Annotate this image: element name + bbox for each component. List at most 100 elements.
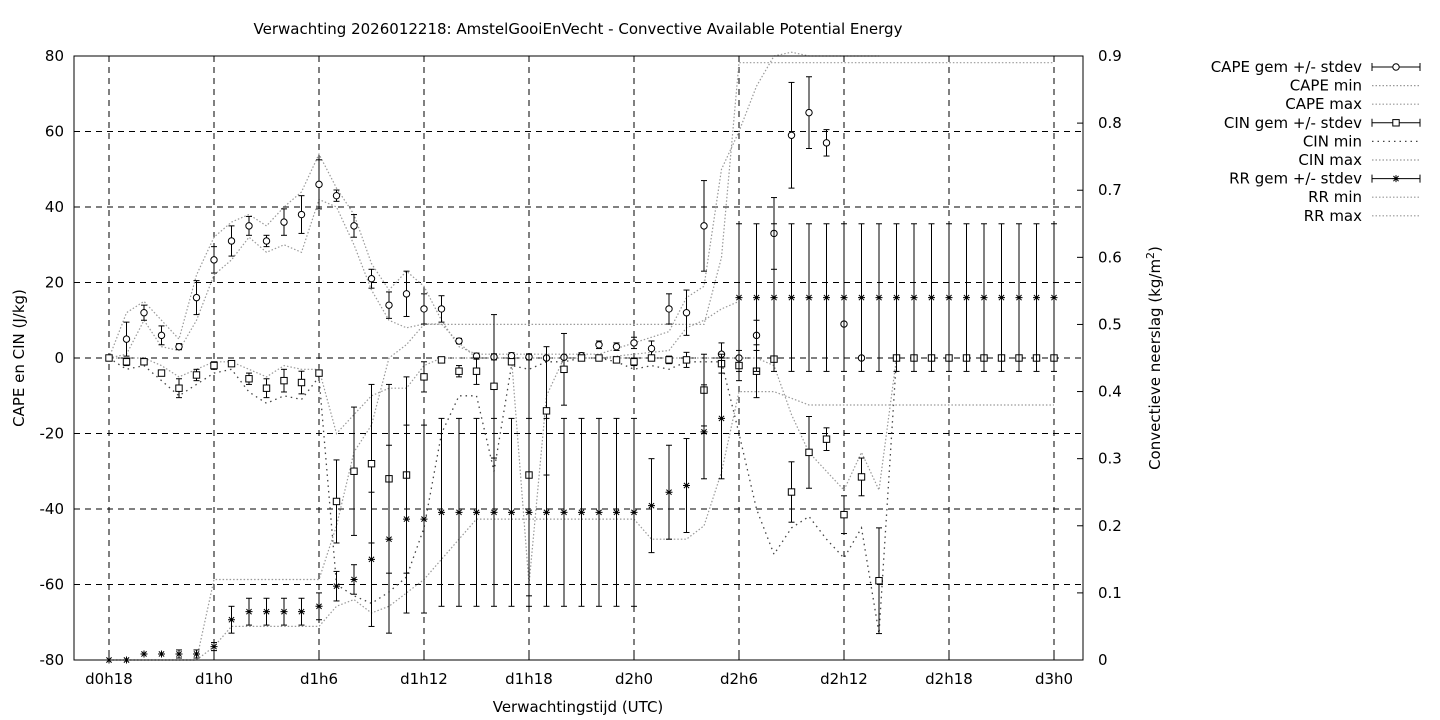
- data-point-circle: [350, 222, 358, 230]
- y2-tick-label: 0.4: [1098, 383, 1122, 401]
- data-point-circle: [787, 131, 796, 139]
- data-point-square: [122, 358, 131, 366]
- data-point-star: [613, 508, 620, 516]
- data-point-square: [367, 460, 376, 468]
- data-point-circle: [192, 293, 201, 302]
- data-point-star: [788, 294, 795, 302]
- y2-tick-label: 0.3: [1098, 450, 1122, 468]
- data-point-star: [525, 508, 533, 516]
- data-point-square: [507, 358, 516, 366]
- series-line: [109, 357, 898, 585]
- data-point-star: [350, 575, 358, 583]
- data-point-star: [823, 294, 830, 302]
- data-point-circle: [122, 335, 131, 343]
- x-axis-label: Verwachtingstijd (UTC): [493, 698, 664, 716]
- y-tick-label: -80: [40, 651, 65, 669]
- x-tick-label: d1h6: [300, 670, 338, 688]
- legend-label: RR max: [1304, 207, 1362, 225]
- x-tick-label: d2h18: [925, 670, 973, 688]
- series-errorbars: [105, 314, 1058, 635]
- data-point-star: [245, 608, 253, 616]
- data-point-circle: [805, 108, 813, 117]
- data-point-square: [840, 510, 848, 519]
- data-point-square: [280, 376, 288, 385]
- data-point-star: [368, 555, 375, 563]
- data-point-circle: [682, 309, 691, 317]
- x-tick-label: d1h0: [195, 670, 233, 688]
- data-point-circle: [437, 305, 446, 313]
- data-point-square: [630, 358, 638, 366]
- data-point-circle: [385, 301, 393, 309]
- data-point-square: [577, 354, 586, 362]
- data-point-square: [157, 369, 166, 377]
- data-point-star: [945, 294, 953, 302]
- x-tick-label: d2h6: [720, 670, 758, 688]
- data-point-star: [858, 294, 865, 302]
- data-point-star: [893, 294, 900, 302]
- data-point-square: [472, 367, 481, 375]
- y-tick-label: 60: [45, 123, 64, 141]
- data-point-square: [490, 382, 498, 391]
- x-tick-label: d2h0: [615, 670, 653, 688]
- data-point-circle: [700, 222, 708, 230]
- chart-title: Verwachting 2026012218: AmstelGooiEnVech…: [254, 20, 903, 38]
- data-point-star: [508, 508, 515, 516]
- data-point-square: [542, 407, 551, 415]
- data-point-circle: [262, 237, 271, 245]
- data-point-circle: [1392, 63, 1400, 71]
- series-errorbars: [105, 223, 1058, 664]
- y-tick-label: -40: [40, 500, 65, 518]
- data-point-star: [700, 428, 708, 436]
- data-point-square: [857, 473, 866, 481]
- data-point-star: [228, 616, 235, 624]
- x-tick-label: d1h18: [505, 670, 553, 688]
- data-point-circle: [595, 341, 603, 349]
- data-point-square: [140, 358, 148, 366]
- data-point-star: [753, 294, 760, 302]
- data-point-square: [192, 371, 201, 379]
- data-point-circle: [332, 191, 341, 200]
- data-point-circle: [175, 342, 183, 351]
- data-point-square: [262, 384, 271, 392]
- data-point-star: [718, 414, 725, 422]
- y2-tick-label: 0: [1098, 651, 1108, 669]
- data-point-square: [595, 354, 603, 362]
- data-point-star: [158, 650, 165, 658]
- data-point-square: [175, 384, 183, 392]
- data-point-star: [473, 508, 480, 516]
- data-point-star: [140, 650, 148, 658]
- data-point-star: [963, 294, 970, 302]
- y-tick-label: 40: [45, 198, 64, 216]
- y2-axis-label-sup: 2: [1144, 252, 1157, 259]
- data-point-circle: [647, 344, 656, 353]
- data-point-circle: [245, 222, 253, 230]
- data-point-square: [227, 359, 236, 368]
- series-line: [108, 357, 898, 634]
- legend-label: RR gem +/- stdev: [1229, 170, 1362, 188]
- y-tick-label: 0: [54, 349, 64, 367]
- data-point-star: [840, 294, 848, 302]
- legend-label: CAPE max: [1285, 95, 1362, 113]
- data-point-square: [665, 356, 673, 364]
- data-point-star: [455, 508, 463, 516]
- y2-tick-label: 0.5: [1098, 315, 1122, 333]
- data-point-square: [822, 435, 831, 443]
- data-point-circle: [822, 139, 831, 147]
- data-point-circle: [280, 218, 288, 226]
- x-tick-label: d3h0: [1035, 670, 1073, 688]
- y2-tick-label: 0.2: [1098, 517, 1122, 535]
- series-line: [109, 62, 1054, 661]
- data-point-square: [647, 354, 656, 362]
- data-point-star: [998, 294, 1005, 302]
- data-point-square: [455, 367, 463, 375]
- legend-label: CIN min: [1303, 132, 1362, 150]
- data-point-square: [612, 356, 621, 364]
- y2-tick-label: 0.9: [1098, 47, 1122, 65]
- data-point-square: [420, 373, 428, 381]
- y2-tick-label: 0.8: [1098, 114, 1122, 132]
- data-point-circle: [140, 309, 148, 317]
- x-tick-label: d2h12: [820, 670, 868, 688]
- series-line: [108, 198, 740, 359]
- series-line: [108, 51, 879, 359]
